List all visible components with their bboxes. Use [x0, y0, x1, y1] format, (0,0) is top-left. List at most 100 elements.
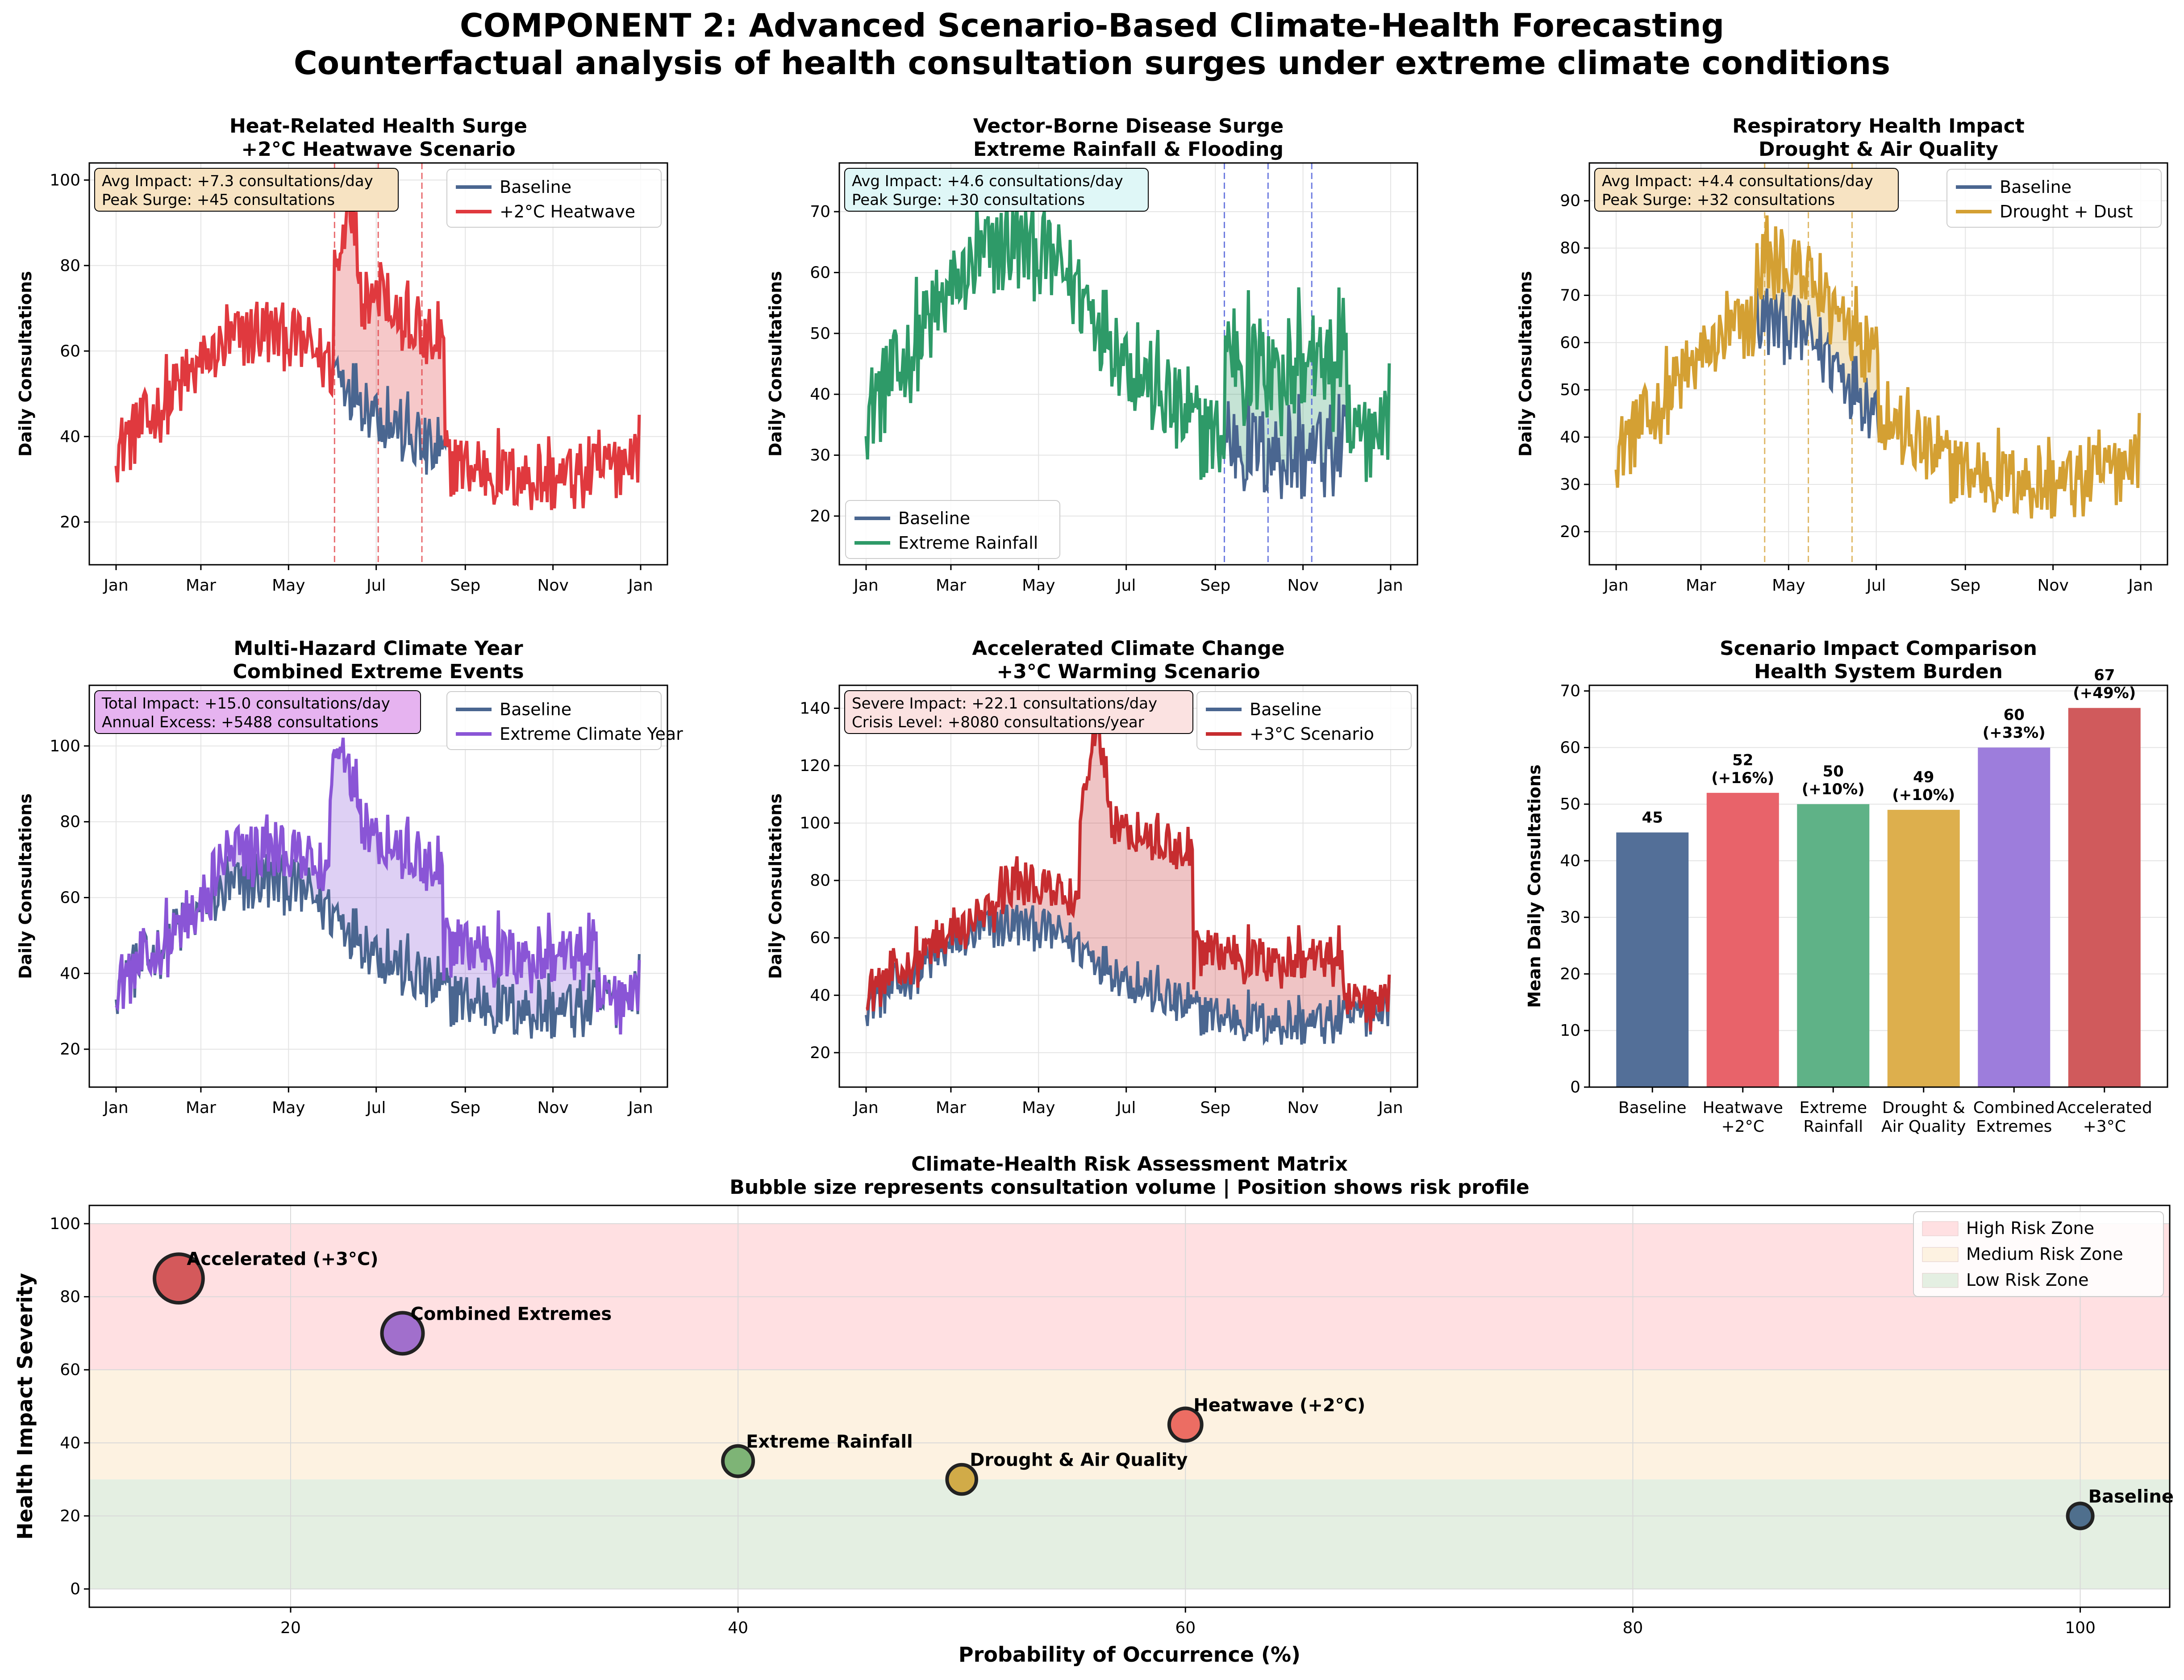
risk-matrix-zone-2	[89, 1370, 2170, 1480]
panel-6-bar-value-label-5: 60	[2004, 706, 2025, 724]
panel-4-xtick-label: Jan	[103, 1099, 129, 1117]
panel-3-ytick-label: 70	[1560, 286, 1580, 304]
panel-1-xtick-label: Nov	[537, 576, 568, 595]
panel-2-legend	[845, 500, 1060, 559]
figure-title-line-2: Counterfactual analysis of health consul…	[294, 44, 1890, 82]
panel-4-xtick-label: Jul	[366, 1099, 386, 1117]
panel-2-annotation-box	[844, 168, 1149, 212]
panel-6-category-label-5: Extremes	[1976, 1117, 2052, 1136]
panel-3-legend-label-1: Baseline	[2000, 177, 2071, 197]
panel-3-ytick-label: 60	[1560, 333, 1580, 352]
panel-6-bar-4	[1887, 809, 1960, 1087]
risk-matrix-bubble-label-3: Heatwave (+2°C)	[1193, 1395, 1365, 1416]
panel-5-annotation-line-1: Severe Impact: +22.1 consultations/day	[852, 695, 1157, 713]
risk-matrix-legend-label-2: Medium Risk Zone	[1966, 1244, 2123, 1264]
panel-3-ytick-label: 30	[1560, 475, 1580, 494]
panel-1-xtick-label: Sep	[450, 576, 480, 595]
panel-2-xtick-label: Nov	[1287, 576, 1318, 595]
panel-1-ytick-label: 60	[60, 342, 80, 360]
panel-4-title-line-2: Combined Extreme Events	[233, 660, 524, 683]
panel-5-ytick-label: 140	[800, 699, 830, 717]
panel-2-xtick-label: Mar	[936, 576, 966, 595]
panel-5-xtick-label: Jul	[1116, 1099, 1136, 1117]
panel-6-category-label-2: Heatwave	[1703, 1099, 1783, 1117]
panel-2-xtick-label: Sep	[1200, 576, 1230, 595]
risk-matrix-bubble-label-5: Drought & Air Quality	[970, 1450, 1188, 1471]
panel-3-title-line-1: Respiratory Health Impact	[1732, 115, 2024, 138]
panel-6-title-line-1: Scenario Impact Comparison	[1720, 637, 2037, 660]
panel-3-ytick-label: 90	[1560, 192, 1580, 210]
risk-matrix-ytick-label: 60	[60, 1361, 80, 1379]
panel-3-annotation-line-2: Peak Surge: +32 consultations	[1602, 191, 1835, 209]
panel-5-legend-label-1: Baseline	[1250, 700, 1321, 719]
panel-6-ytick-label: 0	[1570, 1078, 1580, 1096]
risk-matrix-title-line-1: Climate-Health Risk Assessment Matrix	[911, 1153, 1348, 1176]
panel-5-ytick-label: 40	[810, 986, 830, 1005]
risk-matrix-legend-swatch-2	[1922, 1247, 1959, 1262]
panel-2-ytick-label: 50	[810, 325, 830, 343]
panel-5-xtick-label: Jan	[1377, 1099, 1403, 1117]
panel-6-bar-value-label-3: 50	[1823, 763, 1844, 780]
panel-2-legend-label-2: Extreme Rainfall	[898, 533, 1038, 553]
risk-matrix-bubble-label-1: Accelerated (+3°C)	[187, 1249, 378, 1270]
panel-2-xtick-label: May	[1022, 576, 1055, 595]
panel-6-ytick-label: 40	[1560, 852, 1580, 870]
panel-5-xtick-label: Jan	[853, 1099, 879, 1117]
risk-matrix-bubble-6	[2066, 1501, 2095, 1530]
panel-4-series-scenario	[115, 738, 641, 1035]
panel-6-bar-2	[1706, 792, 1779, 1087]
panel-3-xtick-label: Jul	[1866, 576, 1886, 595]
panel-3-xtick-label: May	[1772, 576, 1805, 595]
panel-1-ytick-label: 40	[60, 428, 80, 446]
panel-4-xtick-label: Nov	[537, 1099, 568, 1117]
panel-6-ytick-label: 70	[1560, 682, 1580, 700]
panel-6-bar-value-label-1: 45	[1642, 809, 1663, 827]
panel-6-bar-6	[2068, 708, 2141, 1087]
panel-1-ylabel: Daily Consultations	[16, 271, 35, 457]
panel-6-category-label-6: +3°C	[2083, 1117, 2126, 1136]
risk-matrix-legend-swatch-1	[1922, 1221, 1959, 1236]
panel-4-xtick-label: Jan	[627, 1099, 653, 1117]
panel-2-ytick-label: 20	[810, 507, 830, 525]
panel-6-category-label-6: Accelerated	[2057, 1099, 2152, 1117]
panel-6-bar-value-label-2: (+16%)	[1711, 769, 1774, 787]
panel-5-xtick-label: Sep	[1200, 1099, 1230, 1117]
panel-6-bar-1	[1616, 832, 1689, 1087]
panel-5-title-line-2: +3°C Warming Scenario	[996, 660, 1260, 683]
risk-matrix-legend-label-3: Low Risk Zone	[1966, 1270, 2089, 1290]
panel-5-ytick-label: 120	[800, 757, 830, 775]
risk-matrix-bubble-label-4: Extreme Rainfall	[746, 1432, 913, 1452]
panel-4-xtick-label: May	[272, 1099, 305, 1117]
panel-4-ytick-label: 80	[60, 813, 80, 831]
panel-1-title-line-1: Heat-Related Health Surge	[229, 115, 527, 138]
panel-6-bar-value-label-6: (+49%)	[2073, 684, 2136, 702]
risk-matrix-bubble-4	[721, 1444, 755, 1478]
panel-6-category-label-2: +2°C	[1721, 1117, 1764, 1136]
panel-3-xtick-label: Sep	[1950, 576, 1980, 595]
panel-1-xtick-label: May	[272, 576, 305, 595]
panel-3-xtick-label: Nov	[2037, 576, 2068, 595]
panel-4-annotation-box	[94, 690, 421, 734]
panel-2-ytick-label: 70	[810, 203, 830, 221]
panel-2-annotation-line-2: Peak Surge: +30 consultations	[852, 191, 1085, 209]
panel-6-ytick-label: 60	[1560, 738, 1580, 757]
panel-3-series-scenario	[1614, 215, 2141, 519]
risk-matrix-ytick-label: 100	[50, 1215, 80, 1233]
risk-matrix-bubble-2	[380, 1311, 425, 1356]
risk-matrix-xtick-label: 80	[1623, 1619, 1643, 1637]
risk-matrix-xtick-label: 20	[280, 1619, 301, 1637]
panel-3-ytick-label: 80	[1560, 239, 1580, 258]
panel-6-category-label-1: Baseline	[1618, 1099, 1687, 1117]
panel-5-ytick-label: 80	[810, 871, 830, 890]
panel-2-legend-label-1: Baseline	[898, 509, 970, 528]
panel-5-ytick-label: 20	[810, 1044, 830, 1062]
risk-matrix-bubble-5	[945, 1463, 978, 1496]
panel-6-category-label-3: Rainfall	[1803, 1117, 1863, 1136]
panel-1-legend-label-2: +2°C Heatwave	[500, 202, 635, 221]
panel-3-title-line-2: Drought & Air Quality	[1759, 138, 1998, 161]
panel-2-ytick-label: 60	[810, 263, 830, 282]
panel-2-title-line-1: Vector-Borne Disease Surge	[973, 115, 1284, 138]
panel-6-bar-value-label-5: (+33%)	[1983, 724, 2046, 742]
panel-2-ytick-label: 30	[810, 446, 830, 465]
